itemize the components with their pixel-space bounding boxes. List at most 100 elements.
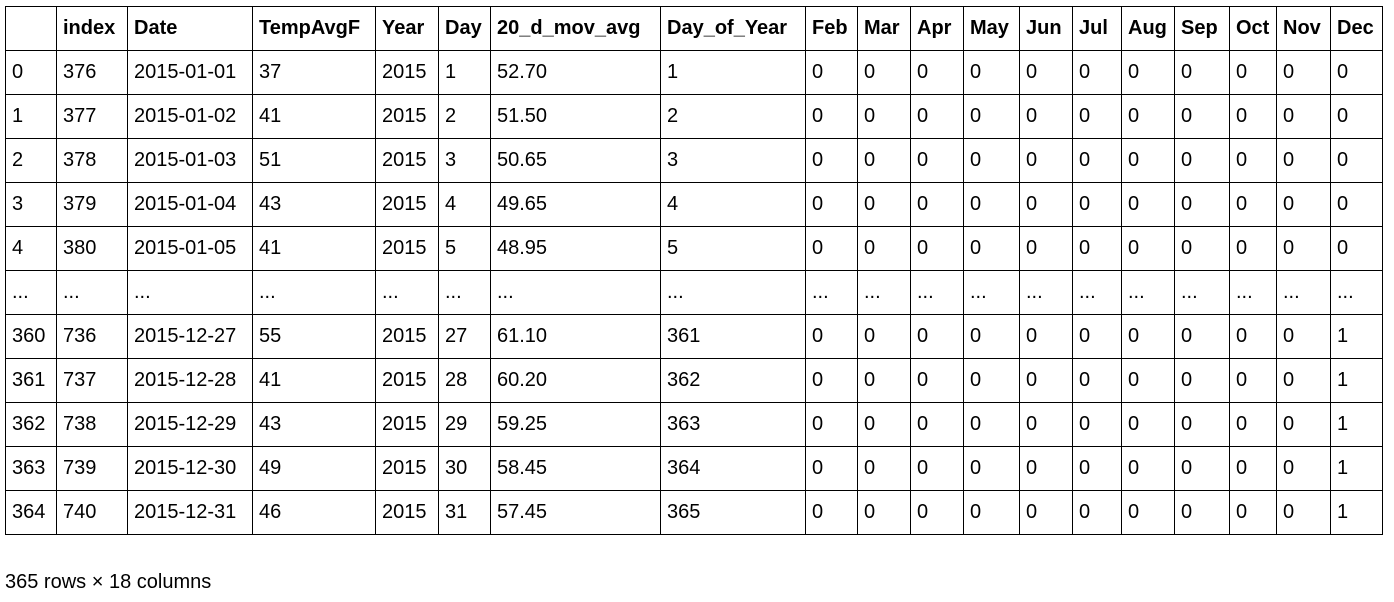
table-cell: 0: [910, 402, 964, 447]
table-cell: 2015-01-01: [127, 50, 253, 95]
table-cell: 0: [1019, 182, 1073, 227]
column-header: Sep: [1174, 6, 1230, 51]
table-cell: 738: [56, 402, 128, 447]
table-cell: 0: [857, 50, 911, 95]
table-cell: 52.70: [490, 50, 661, 95]
table-cell: 43: [252, 182, 376, 227]
column-header: Mar: [857, 6, 911, 51]
table-cell: 0: [805, 182, 858, 227]
table-cell: 49: [252, 446, 376, 491]
row-label: 360: [5, 314, 57, 359]
table-cell: ...: [1276, 270, 1331, 315]
table-cell: 2015-12-28: [127, 358, 253, 403]
table-cell: 0: [857, 314, 911, 359]
table-cell: 2015-01-04: [127, 182, 253, 227]
table-cell: 0: [1276, 50, 1331, 95]
row-label: 0: [5, 50, 57, 95]
table-cell: 2015-12-31: [127, 490, 253, 535]
table-cell: 0: [1019, 226, 1073, 271]
table-cell: 0: [1229, 490, 1277, 535]
table-cell: 0: [910, 50, 964, 95]
row-label: 3: [5, 182, 57, 227]
table-cell: ...: [375, 270, 439, 315]
table-cell: 0: [910, 226, 964, 271]
table-cell: 0: [1072, 182, 1122, 227]
table-cell: 31: [438, 490, 491, 535]
table-cell: 46: [252, 490, 376, 535]
table-cell: 0: [910, 314, 964, 359]
table-cell: 380: [56, 226, 128, 271]
table-cell: 0: [857, 402, 911, 447]
table-cell: 0: [1121, 490, 1175, 535]
table-cell: 2015: [375, 226, 439, 271]
table-cell: 37: [252, 50, 376, 95]
table-cell: 0: [910, 94, 964, 139]
table-cell: 0: [1229, 50, 1277, 95]
table-cell: 0: [1174, 314, 1230, 359]
column-header: Aug: [1121, 6, 1175, 51]
table-cell: 1: [1330, 402, 1383, 447]
table-cell: 0: [910, 182, 964, 227]
table-cell: 49.65: [490, 182, 661, 227]
table-cell: 50.65: [490, 138, 661, 183]
table-row: 360 736 2015-12-27 55 2015 27 61.10 361 0 0 0 0 0 0 0 0…: [5, 314, 1383, 359]
table-cell: 0: [805, 94, 858, 139]
table-cell: ...: [1019, 270, 1073, 315]
table-cell: 1: [1330, 314, 1383, 359]
table-cell: 0: [963, 94, 1020, 139]
table-cell: 0: [805, 138, 858, 183]
table-cell: 363: [660, 402, 806, 447]
table-cell: 0: [1174, 402, 1230, 447]
table-cell: 0: [1276, 490, 1331, 535]
table-cell: 2015: [375, 314, 439, 359]
column-header: index: [56, 6, 128, 51]
table-cell: 0: [1072, 138, 1122, 183]
table-cell: 0: [1276, 314, 1331, 359]
table-cell: 57.45: [490, 490, 661, 535]
table-cell: 0: [1019, 138, 1073, 183]
table-cell: 0: [1019, 314, 1073, 359]
table-cell: 0: [857, 182, 911, 227]
table-cell: 29: [438, 402, 491, 447]
table-cell: 0: [1072, 358, 1122, 403]
table-cell: 0: [805, 446, 858, 491]
table-cell: 2015-01-02: [127, 94, 253, 139]
table-row: 0 376 2015-01-01 37 2015 1 52.70 1 0 0 0 0 0 0 0 0 0 0 0: [5, 50, 1383, 95]
table-cell: 1: [1330, 358, 1383, 403]
table-cell: 0: [1174, 490, 1230, 535]
table-cell: 0: [857, 490, 911, 535]
table-cell: ...: [963, 270, 1020, 315]
table-cell: 0: [1121, 226, 1175, 271]
dataframe-table: index Date TempAvgF Year Day 20_d_mov_avg Day_…: [5, 6, 1383, 535]
table-cell: 0: [1121, 182, 1175, 227]
table-body: 0 376 2015-01-01 37 2015 1 52.70 1 0 0 0 0 0 0 0 0 0 0 0 1 3…: [5, 50, 1383, 535]
table-cell: 0: [963, 490, 1020, 535]
table-cell: 0: [1019, 50, 1073, 95]
table-row: ........................................…: [5, 270, 1383, 315]
table-cell: 364: [660, 446, 806, 491]
table-cell: 0: [1072, 402, 1122, 447]
table-cell: 0: [963, 446, 1020, 491]
table-cell: 0: [1072, 226, 1122, 271]
column-header: Oct: [1229, 6, 1277, 51]
table-cell: 0: [1072, 446, 1122, 491]
table-cell: 0: [805, 402, 858, 447]
table-cell: 43: [252, 402, 376, 447]
table-cell: 0: [805, 358, 858, 403]
column-header: Feb: [805, 6, 858, 51]
table-cell: 0: [1229, 94, 1277, 139]
table-cell: 362: [660, 358, 806, 403]
table-cell: 41: [252, 94, 376, 139]
table-cell: 0: [1121, 50, 1175, 95]
table-cell: 2: [660, 94, 806, 139]
table-cell: ...: [910, 270, 964, 315]
table-cell: 0: [1019, 358, 1073, 403]
table-cell: ...: [490, 270, 661, 315]
table-cell: 0: [1229, 182, 1277, 227]
table-cell: 5: [660, 226, 806, 271]
row-label: 4: [5, 226, 57, 271]
table-cell: ...: [1174, 270, 1230, 315]
table-cell: 4: [438, 182, 491, 227]
table-cell: 0: [1072, 50, 1122, 95]
table-cell: 1: [1330, 446, 1383, 491]
